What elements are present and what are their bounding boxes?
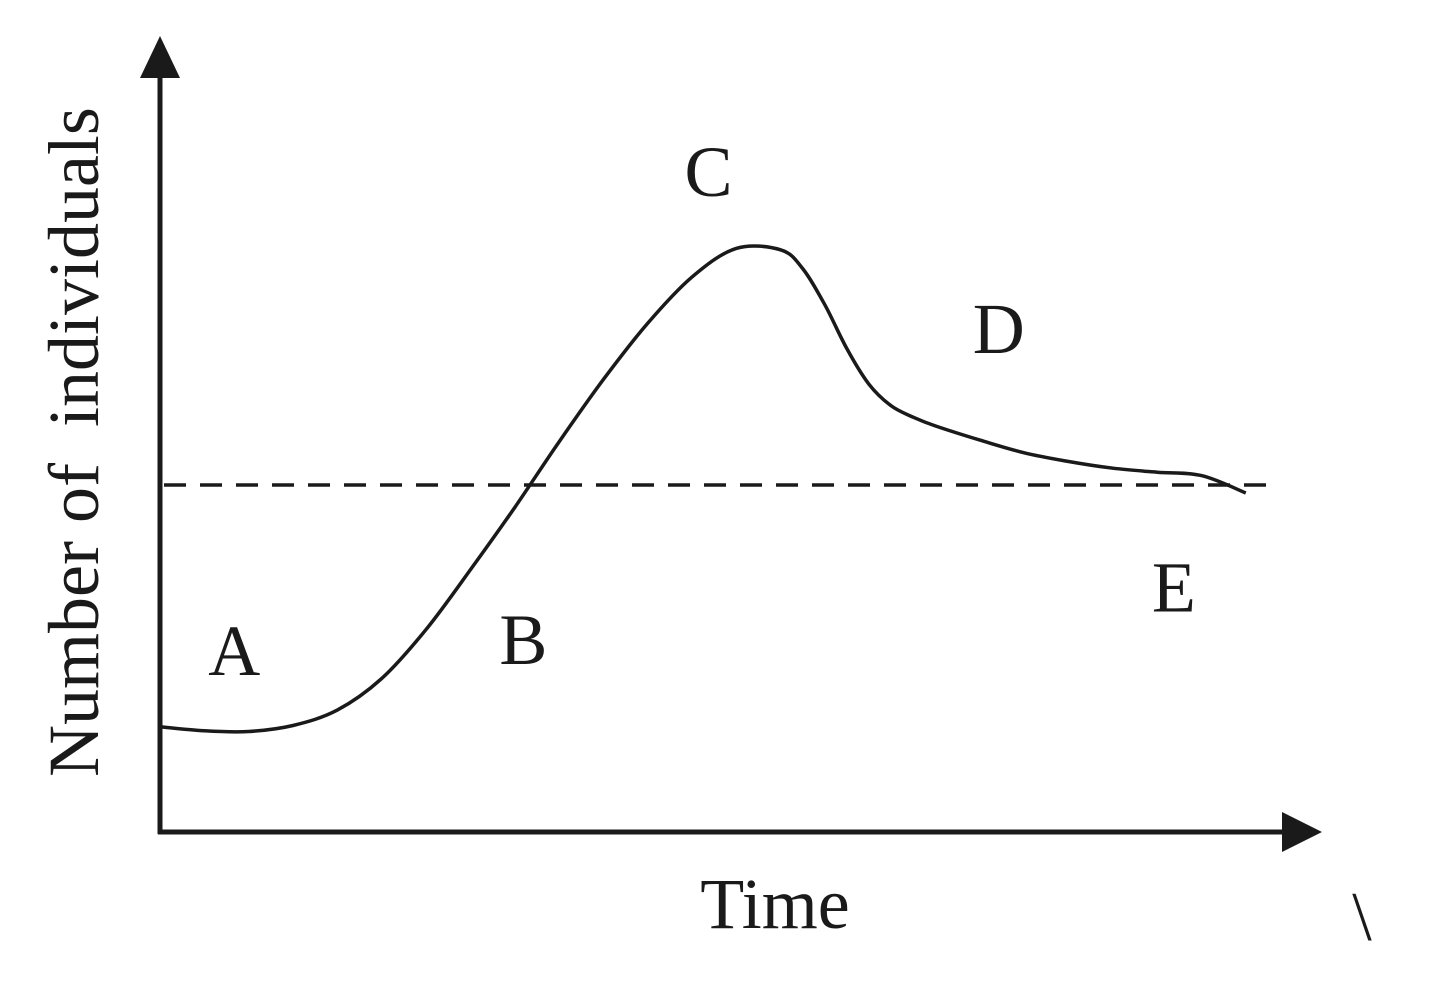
x-axis-title: Time [700,864,849,944]
y-axis-title: Number of individuals [34,107,114,777]
series-line [159,244,1247,734]
stray-mark: \ [1352,879,1372,956]
axes [140,36,1322,852]
annotation-c: C [684,132,732,212]
y-axis-arrow [140,36,180,78]
annotation-d: D [973,289,1025,369]
annotation-a: A [208,611,260,691]
annotation-b: B [499,600,547,680]
annotation-layer: A B C D E [208,132,1196,691]
annotation-e: E [1152,548,1196,628]
x-axis-arrow [1282,812,1322,852]
